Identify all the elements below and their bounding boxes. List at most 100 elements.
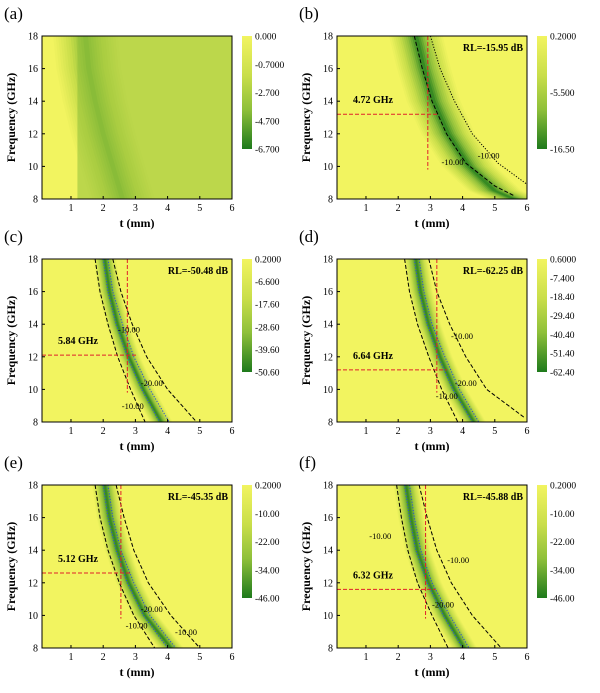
contour-line (107, 259, 170, 422)
plot-frame (336, 258, 528, 423)
contour-value-label: -20.00 (432, 599, 454, 609)
panel-label: (b) (299, 4, 319, 23)
colorbar-tick-label: -28.60 (255, 323, 280, 333)
contour-line (404, 485, 464, 648)
y-tick-label: 8 (33, 644, 38, 655)
y-tick-label: 18 (323, 32, 333, 43)
heat-band (400, 485, 471, 648)
contour-line (429, 36, 527, 185)
y-tick-label: 10 (28, 162, 38, 173)
colorbar-tick-label: -2.700 (255, 89, 280, 99)
y-tick-label: 18 (323, 481, 333, 492)
contour-value-label: -10.00 (126, 620, 148, 630)
plot-frame (336, 35, 528, 200)
y-tick-label: 14 (28, 320, 38, 331)
panel-label: (e) (4, 453, 23, 472)
x-tick-label: 2 (396, 203, 401, 214)
y-tick-label: 16 (28, 287, 38, 298)
x-axis-label: t (mm) (120, 439, 155, 453)
y-tick-label: 16 (28, 513, 38, 524)
x-tick-label: 5 (492, 203, 497, 214)
colorbar-tick-label: 0.2000 (550, 482, 576, 492)
contour-line (94, 485, 156, 648)
heat-band (99, 259, 167, 422)
plot-frame (41, 258, 233, 423)
contour-line (413, 259, 473, 422)
colorbar (537, 259, 547, 372)
colorbar-tick-label: -5.500 (550, 89, 575, 99)
y-tick-label: 10 (323, 385, 333, 396)
y-tick-label: 10 (28, 611, 38, 622)
x-tick-label: 2 (396, 426, 401, 437)
x-tick-label: 3 (133, 203, 138, 214)
colorbar (537, 485, 547, 598)
x-tick-label: 3 (428, 203, 433, 214)
x-tick-label: 6 (230, 203, 235, 214)
heatmap-field (50, 36, 232, 199)
marker-frequency-label: 5.12 GHz (58, 554, 99, 565)
heat-plateau (77, 36, 232, 199)
y-tick-label: 10 (323, 611, 333, 622)
contour-value-label: -10.00 (175, 627, 197, 637)
marker-frequency-label: 6.32 GHz (353, 570, 394, 581)
y-axis-label: Frequency (GHz) (4, 296, 18, 385)
x-tick-label: 5 (197, 652, 202, 663)
y-tick-label: 10 (323, 162, 333, 173)
x-tick-label: 3 (133, 652, 138, 663)
contour-line (102, 259, 160, 422)
y-tick-label: 16 (28, 64, 38, 75)
y-tick-label: 14 (28, 546, 38, 557)
heatmap-field (92, 259, 174, 422)
heatmap-field (402, 259, 487, 422)
colorbar-tick-label: -46.00 (255, 595, 280, 605)
rl-value-label: RL=-50.48 dB (168, 266, 228, 277)
colorbar-tick-label: 0.000 (255, 33, 277, 43)
colorbar-tick-label: -17.60 (255, 301, 280, 311)
x-tick-label: 5 (197, 203, 202, 214)
y-tick-label: 8 (33, 195, 38, 206)
x-tick-label: 4 (165, 203, 170, 214)
contour-value-label: -10.00 (447, 555, 469, 565)
colorbar-tick-label: -4.700 (255, 117, 280, 127)
y-tick-label: 14 (28, 97, 38, 108)
y-axis-label: Frequency (GHz) (299, 522, 313, 611)
x-axis-label: t (mm) (120, 665, 155, 679)
colorbar-tick-label: -22.00 (255, 538, 280, 548)
plot-frame (336, 484, 528, 649)
colorbar-tick-label: 0.6000 (550, 256, 576, 266)
colorbar-tick-label: -39.60 (255, 346, 280, 356)
x-tick-label: 6 (525, 652, 530, 663)
colorbar-tick-label: -6.700 (255, 146, 280, 156)
plot-frame (41, 35, 233, 200)
x-tick-label: 1 (363, 203, 368, 214)
colorbar-tick-label: -22.00 (550, 538, 575, 548)
x-tick-label: 2 (101, 203, 106, 214)
contour-line (396, 485, 449, 648)
colorbar-tick-label: -62.40 (550, 369, 575, 379)
heat-band (405, 36, 525, 199)
x-tick-label: 2 (101, 652, 106, 663)
heatmap-field (386, 36, 527, 199)
y-tick-label: 8 (328, 644, 333, 655)
y-axis-label: Frequency (GHz) (4, 522, 18, 611)
colorbar-tick-label: -29.40 (550, 312, 575, 322)
x-tick-label: 1 (363, 426, 368, 437)
contour-value-label: -20.00 (141, 604, 163, 614)
x-axis-label: t (mm) (415, 439, 450, 453)
contour-line (413, 36, 515, 197)
x-tick-label: 4 (460, 652, 465, 663)
contour-value-label: -10.00 (442, 157, 464, 167)
y-tick-label: 18 (28, 255, 38, 266)
x-tick-label: 1 (363, 652, 368, 663)
colorbar (242, 485, 252, 598)
contour-value-label: -10.00 (118, 324, 140, 334)
colorbar-tick-label: -46.00 (550, 595, 575, 605)
x-tick-label: 5 (197, 426, 202, 437)
colorbar-tick-label: -6.600 (255, 278, 280, 288)
colorbar-tick-label: -34.00 (255, 566, 280, 576)
